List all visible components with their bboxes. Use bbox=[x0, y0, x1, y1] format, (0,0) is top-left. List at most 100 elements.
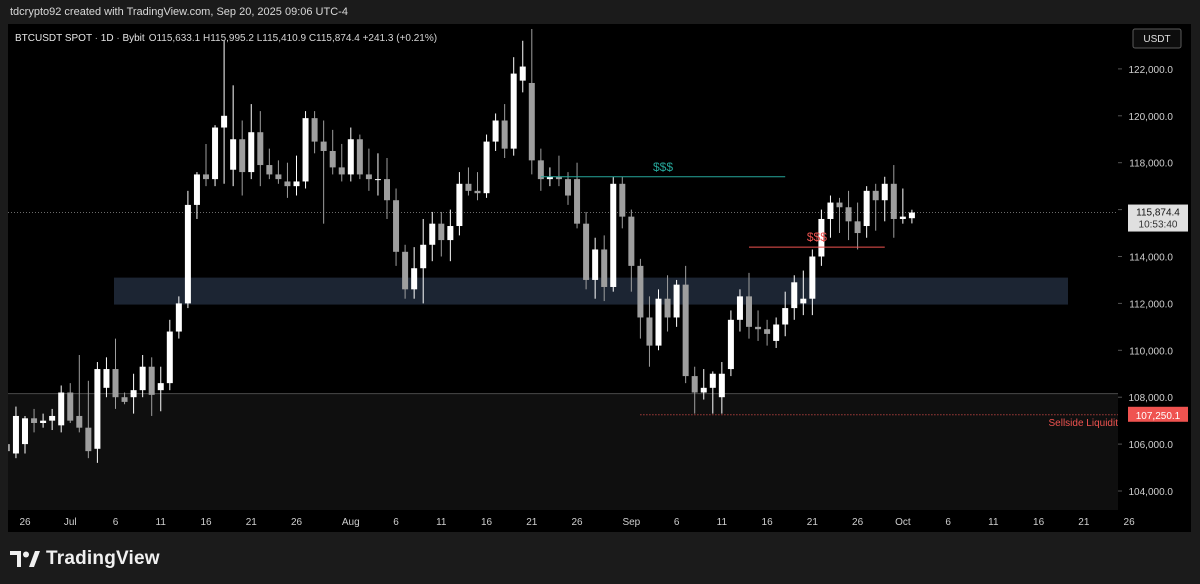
candlestick-chart[interactable]: $$$ $$$ Sellside Liquidity BTCUSDT SPOT … bbox=[8, 24, 1191, 532]
sellside-price-tag: 107,250.1 bbox=[1128, 406, 1188, 422]
candle-body bbox=[746, 296, 752, 327]
candle-body bbox=[365, 174, 372, 180]
candle-body bbox=[302, 118, 309, 182]
time-axis[interactable]: 26 Jul 6 11 16 21 26 Aug 6 11 16 21 26 Sep 6 11 16 21 26 Oc… bbox=[8, 510, 1191, 532]
time-tick-label: 16 bbox=[762, 517, 774, 528]
candle-body bbox=[230, 139, 237, 170]
candle-body bbox=[528, 82, 535, 161]
candle bbox=[402, 244, 409, 299]
currency-button-frame[interactable] bbox=[1132, 28, 1182, 49]
price-tick-label: 106,000.0 bbox=[1129, 440, 1174, 451]
candle bbox=[682, 265, 689, 384]
candle bbox=[112, 338, 119, 409]
sellside-liquidity-text: Sellside Liquidity bbox=[1049, 418, 1124, 429]
candle bbox=[736, 289, 743, 332]
candle-body bbox=[474, 190, 481, 194]
price-tick-label: 120,000.0 bbox=[1129, 112, 1174, 123]
below-range-shade bbox=[8, 393, 1118, 510]
currency-button-label[interactable]: USDT bbox=[1143, 34, 1170, 45]
candle bbox=[58, 385, 65, 433]
candle bbox=[583, 211, 590, 290]
candle-body bbox=[411, 268, 418, 290]
candle bbox=[347, 127, 354, 182]
candle-body bbox=[193, 174, 200, 205]
candle bbox=[718, 362, 725, 414]
candle bbox=[411, 247, 418, 299]
candle-body bbox=[818, 218, 825, 257]
candle-body bbox=[501, 120, 508, 149]
candle-body bbox=[338, 167, 345, 175]
time-tick-label: 26 bbox=[571, 517, 583, 528]
candle-body bbox=[555, 176, 562, 180]
candle-body bbox=[546, 176, 553, 180]
candle bbox=[601, 235, 608, 302]
time-tick-label: 21 bbox=[246, 517, 258, 528]
candle-body bbox=[764, 329, 771, 334]
candle-body bbox=[157, 383, 164, 391]
candle bbox=[773, 317, 780, 348]
candle-body bbox=[8, 444, 10, 452]
demand-zone[interactable] bbox=[114, 277, 1068, 305]
candle-body bbox=[773, 324, 780, 341]
candle bbox=[166, 319, 173, 391]
candle bbox=[691, 366, 698, 414]
candle bbox=[130, 373, 137, 414]
candle-body bbox=[103, 369, 110, 388]
tradingview-logo-icon bbox=[10, 551, 40, 567]
candle-body bbox=[293, 181, 300, 187]
candle-body bbox=[610, 183, 617, 287]
candle bbox=[420, 218, 427, 304]
candle bbox=[121, 392, 128, 405]
candle bbox=[655, 289, 662, 351]
candle-body bbox=[12, 415, 19, 454]
candle bbox=[809, 249, 816, 316]
price-tick-label: 110,000.0 bbox=[1129, 346, 1173, 357]
candle-body bbox=[31, 418, 38, 423]
price-axis[interactable]: 104,000.0 106,000.0 108,000.0 110,000.0 112,… bbox=[1118, 24, 1191, 510]
price-tick-label: 104,000.0 bbox=[1129, 487, 1174, 498]
candle bbox=[555, 155, 562, 187]
chart-frame[interactable]: $$$ $$$ Sellside Liquidity BTCUSDT SPOT … bbox=[8, 24, 1191, 532]
currency-button[interactable]: USDT bbox=[1132, 28, 1182, 49]
current-price-value: 115,874.4 bbox=[1136, 208, 1180, 219]
candle-body bbox=[212, 127, 219, 180]
candle bbox=[266, 148, 273, 180]
candle-body bbox=[782, 308, 789, 325]
candle bbox=[212, 125, 219, 187]
candle-body bbox=[456, 183, 463, 227]
candle bbox=[329, 129, 336, 175]
candle bbox=[384, 158, 390, 219]
candle bbox=[836, 197, 843, 234]
candle bbox=[474, 172, 481, 201]
candle bbox=[284, 162, 291, 198]
candle-body bbox=[646, 317, 653, 346]
candle-body bbox=[203, 174, 209, 180]
time-tick-label: Jul bbox=[64, 517, 77, 528]
candle-body bbox=[890, 183, 897, 219]
footer bbox=[0, 532, 1200, 584]
candle bbox=[438, 211, 445, 257]
candle-body bbox=[673, 284, 680, 318]
current-price-tag: 115,874.4 10:53:40 bbox=[1128, 204, 1188, 232]
candle bbox=[293, 155, 300, 196]
candle-body bbox=[682, 284, 689, 377]
candle-body bbox=[718, 373, 725, 398]
sellside-price-tag-bg bbox=[1128, 406, 1188, 422]
candle bbox=[365, 148, 372, 191]
candle-body bbox=[49, 415, 56, 421]
candle-body bbox=[854, 221, 861, 234]
candle-body bbox=[40, 420, 47, 423]
candle-body bbox=[510, 73, 517, 149]
candle bbox=[827, 195, 834, 238]
candle-body bbox=[863, 190, 870, 227]
candle bbox=[619, 176, 626, 229]
candle bbox=[465, 167, 472, 196]
candle-body bbox=[601, 249, 608, 287]
candle bbox=[746, 272, 752, 339]
price-tick-label: 108,000.0 bbox=[1129, 393, 1174, 404]
candle bbox=[275, 160, 282, 184]
time-tick-label: 6 bbox=[674, 517, 680, 528]
candle bbox=[76, 354, 83, 433]
credit-bar: tdcrypto92 created with TradingView.com,… bbox=[0, 0, 1200, 24]
candle bbox=[175, 296, 182, 339]
